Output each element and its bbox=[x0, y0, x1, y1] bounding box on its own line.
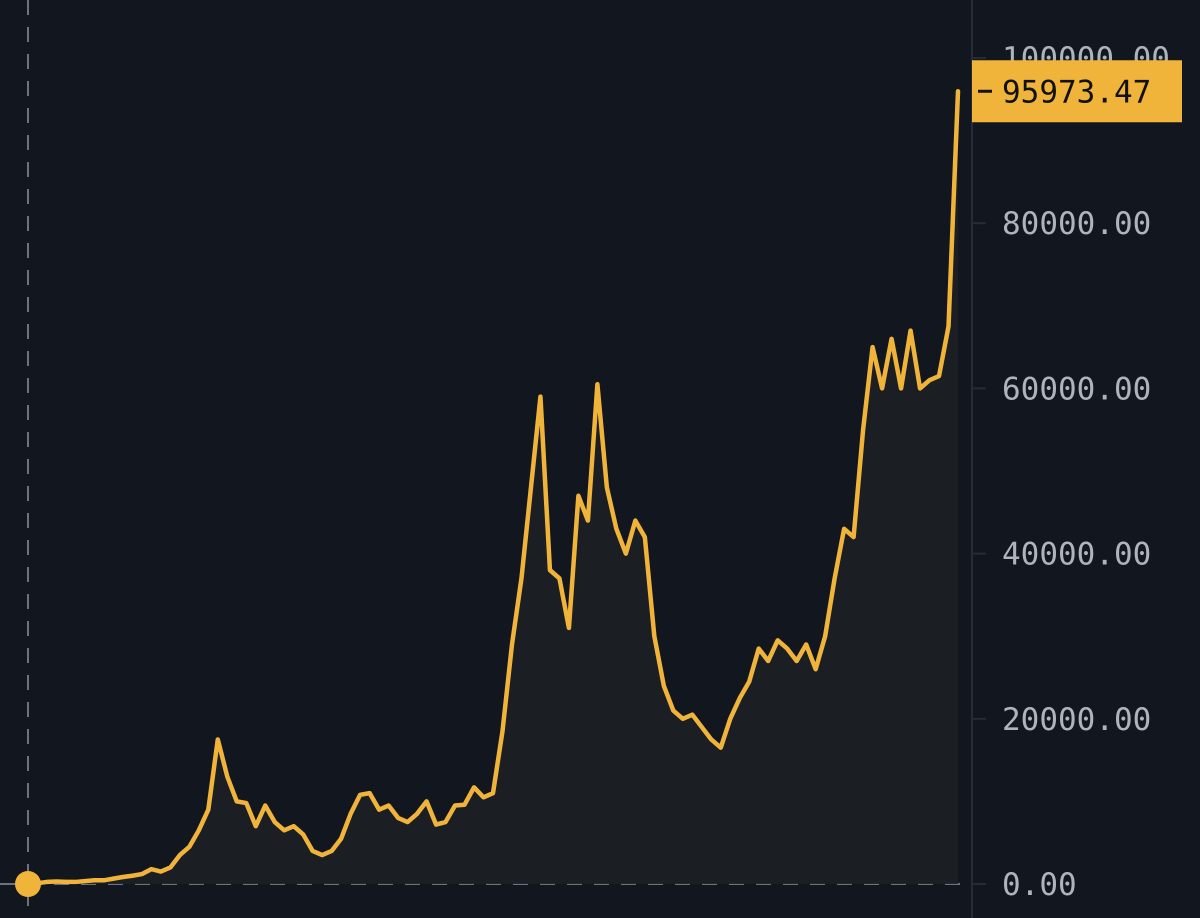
y-tick-label-4: 80000.00 bbox=[1002, 206, 1151, 242]
start-point-marker bbox=[15, 871, 41, 897]
price-area-fill bbox=[28, 91, 958, 884]
y-tick-label-0: 0.00 bbox=[1002, 867, 1077, 903]
last-price-label: 95973.47 bbox=[1002, 74, 1151, 110]
y-tick-label-1: 20000.00 bbox=[1002, 702, 1151, 738]
y-tick-label-3: 60000.00 bbox=[1002, 371, 1151, 407]
last-price-tag bbox=[972, 60, 1182, 123]
price-series-line bbox=[25, 89, 961, 887]
y-tick-label-2: 40000.00 bbox=[1002, 537, 1151, 573]
